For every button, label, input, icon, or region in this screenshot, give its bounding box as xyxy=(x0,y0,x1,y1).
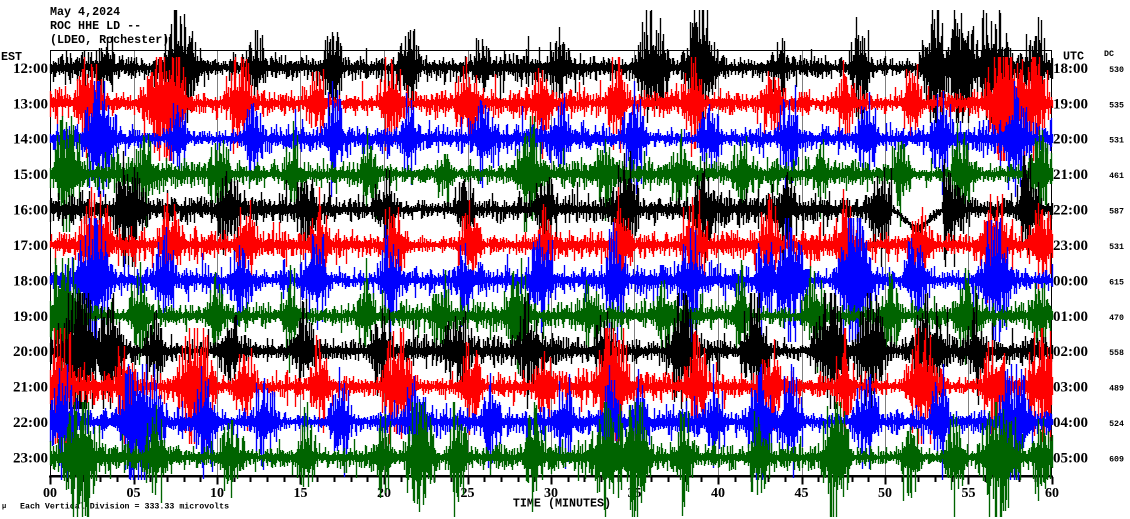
svg-text:587: 587 xyxy=(1109,208,1124,217)
svg-text:15:00: 15:00 xyxy=(13,167,48,183)
svg-text:55: 55 xyxy=(962,486,976,501)
svg-text:23:00: 23:00 xyxy=(13,451,48,467)
svg-text:ROC HHE LD --: ROC HHE LD -- xyxy=(50,19,141,33)
svg-text:20:00: 20:00 xyxy=(13,344,48,360)
svg-text:40: 40 xyxy=(711,486,725,501)
svg-text:30: 30 xyxy=(544,486,558,501)
svg-text:05: 05 xyxy=(127,486,141,501)
svg-text:531: 531 xyxy=(1109,137,1124,146)
svg-text:01:00: 01:00 xyxy=(1053,309,1088,325)
svg-text:609: 609 xyxy=(1109,456,1124,465)
svg-text:18:00: 18:00 xyxy=(1053,61,1088,77)
svg-text:16:00: 16:00 xyxy=(13,203,48,219)
svg-text:μ: μ xyxy=(2,503,6,511)
svg-text:17:00: 17:00 xyxy=(13,238,48,254)
svg-text:03:00: 03:00 xyxy=(1053,380,1088,396)
svg-text:14:00: 14:00 xyxy=(13,132,48,148)
svg-text:13:00: 13:00 xyxy=(13,96,48,112)
svg-text:19:00: 19:00 xyxy=(1053,96,1088,112)
svg-text:530: 530 xyxy=(1109,66,1124,75)
svg-text:489: 489 xyxy=(1109,385,1124,394)
svg-text:May 4,2024: May 4,2024 xyxy=(50,5,120,19)
svg-text:TIME (MINUTES): TIME (MINUTES) xyxy=(513,497,611,511)
svg-text:558: 558 xyxy=(1109,349,1124,358)
svg-text:22:00: 22:00 xyxy=(1053,203,1088,219)
svg-text:DC: DC xyxy=(1104,50,1114,59)
svg-text:04:00: 04:00 xyxy=(1053,415,1088,431)
svg-text:22:00: 22:00 xyxy=(13,415,48,431)
svg-text:470: 470 xyxy=(1109,314,1124,323)
svg-text:05:00: 05:00 xyxy=(1053,451,1088,467)
svg-text:535: 535 xyxy=(1109,101,1124,110)
svg-text:EST: EST xyxy=(1,50,22,64)
svg-text:23:00: 23:00 xyxy=(1053,238,1088,254)
svg-text:45: 45 xyxy=(795,486,809,501)
svg-text:21:00: 21:00 xyxy=(1053,167,1088,183)
svg-text:00:00: 00:00 xyxy=(1053,273,1088,289)
svg-text:00: 00 xyxy=(43,486,57,501)
svg-text:(LDEO, Rochester): (LDEO, Rochester) xyxy=(50,33,169,47)
svg-text:615: 615 xyxy=(1109,278,1124,287)
svg-text:50: 50 xyxy=(878,486,892,501)
svg-text:60: 60 xyxy=(1045,486,1059,501)
svg-text:18:00: 18:00 xyxy=(13,273,48,289)
svg-text:25: 25 xyxy=(461,486,475,501)
svg-text:10: 10 xyxy=(210,486,224,501)
svg-text:461: 461 xyxy=(1109,172,1124,181)
svg-text:UTC: UTC xyxy=(1063,50,1084,64)
svg-text:21:00: 21:00 xyxy=(13,380,48,396)
svg-text:Each Vertical Division = 333.: Each Vertical Division = 333.33 microvol… xyxy=(20,502,229,512)
svg-text:19:00: 19:00 xyxy=(13,309,48,325)
svg-text:12:00: 12:00 xyxy=(13,61,48,77)
svg-text:531: 531 xyxy=(1109,243,1124,252)
svg-text:20:00: 20:00 xyxy=(1053,132,1088,148)
svg-text:15: 15 xyxy=(294,486,308,501)
svg-text:02:00: 02:00 xyxy=(1053,344,1088,360)
svg-text:524: 524 xyxy=(1109,420,1124,429)
